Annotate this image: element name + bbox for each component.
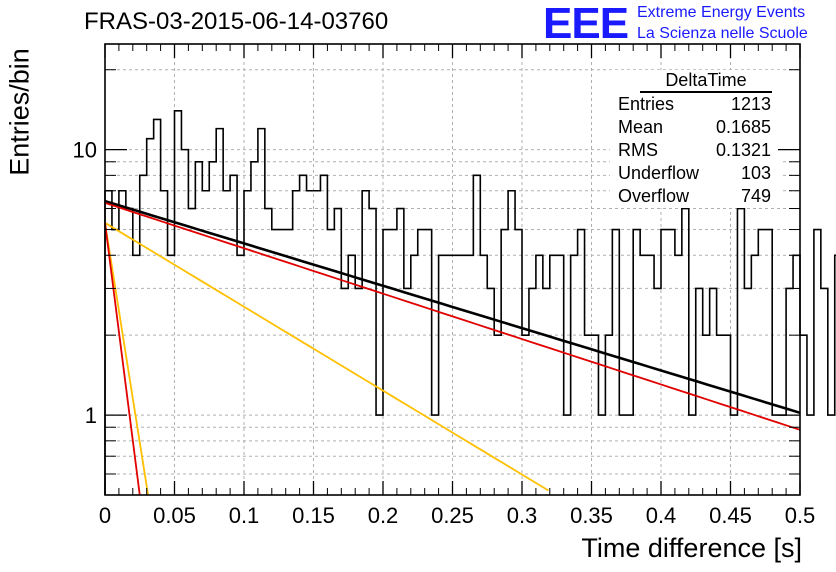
y-tick-label: 1 [85, 403, 97, 428]
x-tick-label: 0.5 [785, 503, 816, 528]
stats-label: RMS [618, 140, 658, 160]
x-tick-label: 0.05 [153, 503, 196, 528]
x-tick-label: 0.15 [292, 503, 335, 528]
stats-row-overflow: Overflow 749 [612, 185, 779, 208]
fit-curve-4 [104, 222, 141, 496]
stats-row-entries: Entries 1213 [612, 93, 779, 116]
x-tick-label: 0.1 [229, 503, 260, 528]
stats-value: 103 [740, 163, 771, 183]
stats-name: DeltaTime [640, 70, 772, 93]
logo-line-1: Extreme Energy Events [637, 4, 806, 21]
stats-value: 749 [740, 186, 771, 206]
fit-curve-2 [104, 222, 549, 492]
stats-box: DeltaTime Entries 1213 Mean 0.1685 RMS 0.13… [612, 70, 779, 208]
stats-row-underflow: Underflow 103 [612, 162, 779, 185]
y-axis-label: Entries/bin [4, 48, 35, 176]
stats-label: Mean [618, 117, 664, 137]
stats-value: 0.1685 [715, 117, 771, 137]
x-tick-label: 0 [99, 503, 111, 528]
logo-caption: Extreme Energy Events La Scienza nelle S… [637, 2, 808, 44]
stats-label: Entries [618, 94, 675, 114]
x-tick-label: 0.3 [507, 503, 538, 528]
y-tick-label: 10 [73, 138, 97, 163]
fit-curve-0 [104, 199, 801, 415]
stats-label: Underflow [618, 163, 700, 183]
stats-background [610, 70, 782, 208]
stats-value: 1213 [730, 94, 771, 114]
histogram-outline [104, 110, 836, 495]
fit-curve-1 [104, 202, 801, 431]
x-tick-label: 0.2 [368, 503, 399, 528]
x-axis-label: Time difference [s] [581, 533, 802, 563]
x-tick-label: 0.25 [431, 503, 474, 528]
eee-logo: EEE [543, 0, 629, 48]
logo-line-2: La Scienza nelle Scuole [637, 25, 808, 42]
x-tick-label: 0.45 [709, 503, 752, 528]
stats-row-rms: RMS 0.1321 [612, 139, 779, 162]
x-tick-label: 0.4 [646, 503, 677, 528]
stats-value: 0.1321 [715, 140, 771, 160]
x-tick-label: 0.35 [570, 503, 613, 528]
chart-title: FRAS-03-2015-06-14-03760 [84, 8, 389, 35]
stats-row-mean: Mean 0.1685 [612, 116, 779, 139]
stats-label: Overflow [618, 186, 690, 206]
fit-curve-3 [104, 222, 149, 496]
